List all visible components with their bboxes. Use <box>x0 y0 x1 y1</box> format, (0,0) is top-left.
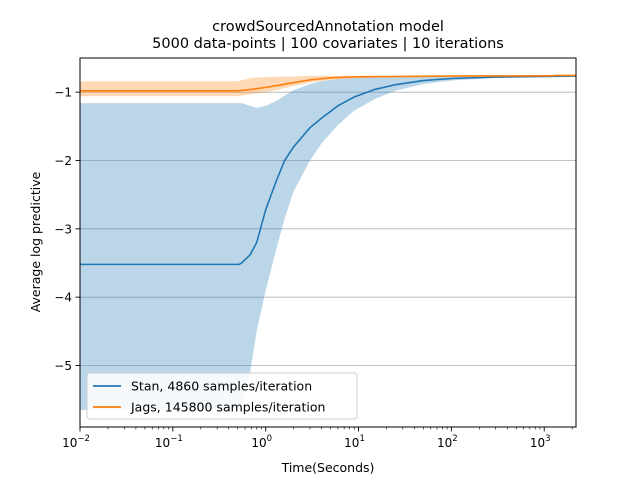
legend-box <box>86 372 358 420</box>
plot-area <box>79 57 577 428</box>
gridlines <box>80 91 576 366</box>
y-tick-label-4: −5 <box>54 359 72 373</box>
confidence-bands <box>80 75 576 410</box>
x-tick-label-0: 10−2 <box>62 434 90 450</box>
band-series-0 <box>80 75 576 410</box>
plot-frame <box>79 57 577 428</box>
x-axis: 10−2 10−1 100 101 102 103 <box>62 427 573 450</box>
x-tick-label-3: 101 <box>344 434 365 450</box>
y-axis-label: Average log predictive <box>28 171 43 312</box>
y-axis: −1 −2 −3 −4 −5 <box>54 86 80 373</box>
series-lines <box>80 74 577 266</box>
line-series-1 <box>80 74 555 92</box>
y-tick-label-2: −3 <box>54 222 72 236</box>
legend-label-1: Jags, 145800 samples/iteration <box>130 400 325 415</box>
x-tick-label-2: 100 <box>251 434 272 450</box>
y-tick-label-3: −4 <box>54 291 72 305</box>
chart-title-line-1: crowdSourcedAnnotation model <box>212 19 444 35</box>
line-series-0 <box>80 75 577 266</box>
y-tick-label-0: −1 <box>54 86 72 100</box>
x-tick-label-4: 102 <box>437 434 458 450</box>
x-tick-label-1: 10−1 <box>155 434 183 450</box>
chart-title-line-2: 5000 data-points | 100 covariates | 10 i… <box>152 36 504 52</box>
x-tick-label-5: 103 <box>530 434 551 450</box>
legend-label-0: Stan, 4860 samples/iteration <box>131 379 312 394</box>
x-axis-label: Time(Seconds) <box>281 460 375 475</box>
legend: Stan, 4860 samples/iteration Jags, 145800… <box>86 372 358 420</box>
y-tick-label-1: −2 <box>54 154 72 168</box>
